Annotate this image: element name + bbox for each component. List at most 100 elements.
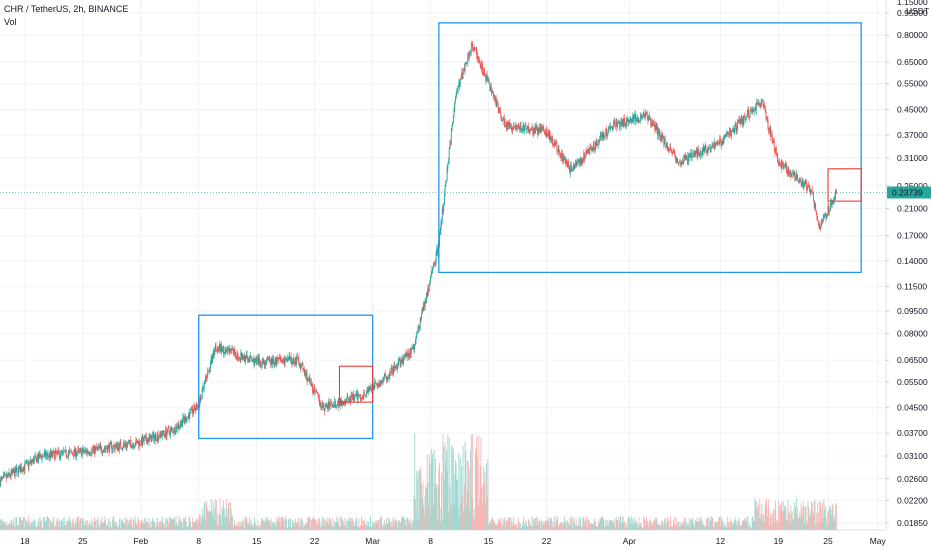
volume-bar — [528, 519, 530, 530]
candle-down — [703, 147, 705, 152]
volume-bar — [610, 520, 612, 530]
volume-bar — [65, 521, 67, 530]
candle-down — [338, 400, 340, 407]
volume-bar — [289, 518, 291, 530]
volume-bar — [42, 527, 44, 530]
candle-up — [428, 285, 430, 291]
volume-indicator-label[interactable]: Vol — [4, 17, 17, 27]
candle-up — [555, 142, 556, 146]
volume-bar — [607, 526, 609, 530]
candle-down — [606, 128, 607, 137]
volume-bar — [452, 449, 454, 530]
candle-up — [827, 206, 829, 215]
candle-up — [279, 357, 280, 360]
volume-bar — [570, 518, 572, 530]
volume-bar — [828, 506, 830, 530]
volume-bar — [361, 516, 363, 530]
candle-up — [0, 478, 2, 486]
candle-down — [97, 447, 99, 449]
volume-bar — [461, 466, 463, 530]
volume-bar — [407, 517, 409, 530]
volume-bar — [166, 520, 168, 530]
candle-down — [699, 152, 701, 156]
volume-bar — [258, 526, 260, 530]
candle-down — [87, 450, 89, 453]
volume-bar — [43, 517, 45, 530]
candle-up — [355, 394, 357, 396]
volume-bar — [374, 521, 376, 530]
candle-up — [717, 142, 719, 145]
volume-bar — [116, 527, 118, 530]
volume-bar — [267, 516, 269, 530]
volume-bar — [130, 519, 132, 530]
volume-bar — [374, 524, 376, 530]
candle-down — [720, 141, 722, 146]
candle-down — [611, 126, 613, 129]
candle-down — [75, 448, 77, 457]
candle-up — [454, 101, 456, 110]
candle-down — [11, 470, 13, 473]
volume-bar — [686, 522, 688, 530]
time-tick-label: 12 — [716, 536, 726, 546]
volume-bar — [802, 501, 804, 530]
candle-down — [225, 347, 227, 351]
volume-bar — [656, 518, 658, 530]
candle-up — [599, 134, 601, 140]
candle-down — [307, 379, 309, 381]
candle-up — [615, 124, 616, 126]
volume-bar — [172, 519, 173, 530]
candle-down — [817, 220, 819, 223]
volume-bar — [825, 517, 827, 530]
candle-up — [833, 198, 835, 201]
volume-bar — [433, 449, 435, 530]
candle-down — [799, 179, 801, 181]
volume-bar — [245, 519, 247, 530]
candle-down — [679, 161, 681, 163]
candle-up — [116, 443, 118, 445]
volume-bar — [648, 526, 650, 530]
volume-bar — [623, 522, 625, 530]
volume-bar — [768, 499, 770, 530]
candle-up — [597, 140, 599, 145]
volume-bar — [587, 518, 589, 530]
volume-bar — [357, 526, 359, 530]
volume-bar — [34, 520, 36, 530]
volume-bar — [778, 521, 780, 530]
candle-down — [294, 363, 296, 365]
volume-bar — [698, 520, 700, 530]
volume-bar — [103, 521, 105, 530]
volume-bar — [233, 527, 235, 530]
volume-bar — [85, 521, 87, 530]
candle-up — [522, 124, 524, 130]
candle-up — [414, 344, 416, 351]
volume-bar — [431, 458, 433, 530]
volume-bar — [138, 519, 140, 530]
volume-bar — [380, 519, 382, 530]
volume-bar — [726, 516, 728, 530]
candle-down — [508, 121, 510, 127]
candle-up — [444, 186, 446, 196]
candle-up — [587, 149, 589, 154]
candle-up — [241, 353, 243, 360]
candle-up — [301, 363, 303, 366]
candle-up — [582, 161, 584, 163]
volume-bar — [279, 517, 281, 530]
candle-down — [230, 348, 231, 354]
volume-bar — [227, 518, 229, 530]
candle-down — [685, 154, 687, 160]
candle-up — [33, 459, 35, 464]
volume-bar — [831, 515, 832, 530]
candle-up — [132, 444, 133, 448]
volume-bar — [804, 506, 806, 530]
candle-up — [21, 469, 23, 472]
candle-up — [381, 380, 383, 384]
volume-bar — [80, 527, 82, 530]
volume-bar — [193, 522, 195, 530]
volume-bar — [0, 520, 2, 530]
volume-bar — [109, 521, 111, 530]
candle-up — [224, 347, 226, 354]
candle-up — [545, 129, 547, 135]
volume-bar — [713, 525, 715, 530]
volume-bar — [693, 523, 694, 530]
